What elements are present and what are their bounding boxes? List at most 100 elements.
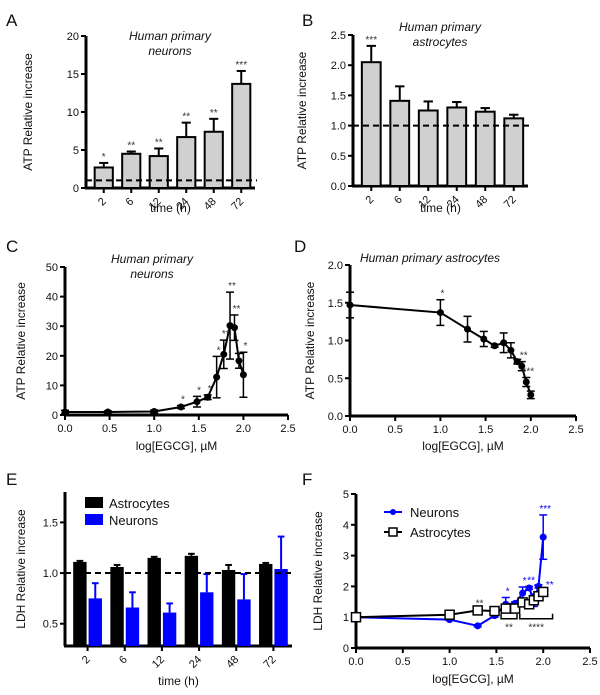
significance-label: *** [235, 60, 247, 71]
panel-letter: D [294, 237, 306, 256]
x-tick-label: 1.5 [191, 423, 206, 435]
x-tick-label: 0.0 [342, 424, 357, 436]
x-tick-label: 72 [261, 654, 278, 671]
y-tick-label: 1.5 [43, 517, 58, 529]
y-tick-label: 0.5 [328, 373, 343, 385]
bar [221, 570, 236, 646]
y-tick-label: 2.5 [331, 30, 346, 42]
data-point [436, 309, 444, 317]
data-point [350, 611, 362, 623]
significance-label: ** [182, 112, 190, 123]
bar [231, 82, 252, 189]
x-tick-label: 0.5 [395, 656, 410, 668]
significance-label: * [243, 341, 247, 352]
x-tick-label: 48 [202, 196, 219, 213]
significance-label: * [217, 345, 221, 356]
bar [503, 117, 525, 187]
y-tick-label: 2 [343, 581, 349, 593]
data-point [525, 584, 533, 592]
data-point [509, 603, 521, 614]
data-point [235, 357, 243, 365]
y-axis-label: LDH Relative increase [311, 511, 325, 631]
data-point [518, 362, 526, 370]
data-point [480, 335, 488, 343]
y-tick-label: 0.5 [331, 151, 346, 163]
significance-label: *** [522, 366, 534, 377]
significance-label: ** [476, 599, 484, 610]
panel-d: D Human primary astrocytes 0.0 0.5 1.0 1.5 2.0… [294, 237, 584, 453]
y-tick-label: 10 [67, 107, 79, 119]
significance-label: *** [365, 35, 377, 46]
bar [148, 155, 169, 190]
y-tick-label: 0 [52, 410, 58, 422]
chart-title: neurons [130, 267, 173, 281]
legend-label: Astrocytes [410, 525, 471, 540]
x-tick-label: 12 [150, 654, 167, 671]
y-tick-label: 2.0 [331, 60, 346, 72]
panel-letter: F [302, 470, 312, 489]
significance-label: * [208, 384, 212, 395]
y-tick-label: 4 [343, 520, 349, 532]
bar [93, 166, 114, 189]
significance-label: ** [155, 137, 163, 148]
bar [360, 61, 382, 187]
x-tick-label: 0.5 [102, 423, 117, 435]
y-axis-label: ATP Relative increase [14, 282, 28, 400]
data-point [444, 609, 455, 620]
bar [274, 569, 288, 646]
bar [446, 106, 468, 187]
significance-label: * [440, 289, 444, 300]
significance-label: ** [233, 304, 241, 315]
chart-title: neurons [148, 44, 191, 58]
y-tick-label: 15 [67, 69, 79, 81]
data-point [213, 373, 221, 381]
data-point [489, 605, 500, 617]
data-point [150, 407, 158, 415]
x-tick-label: 2.5 [280, 423, 295, 435]
x-tick-label: 2 [364, 194, 377, 207]
panel-letter: B [302, 11, 313, 30]
bar [237, 599, 251, 646]
x-tick-label: 1.0 [433, 424, 448, 436]
x-tick-label: 1.0 [442, 656, 457, 668]
x-tick-label: 48 [224, 654, 241, 671]
x-axis-label: log[EGCG], µM [422, 439, 504, 453]
panel-letter: A [6, 11, 18, 30]
y-tick-label: 30 [46, 321, 58, 333]
y-axis-label: ATP Relative increase [303, 281, 317, 399]
data-point [474, 622, 482, 630]
x-tick-label: 2.0 [236, 423, 251, 435]
significance-label: ** [546, 580, 554, 591]
bar [110, 566, 124, 646]
x-tick-label: 24 [187, 654, 204, 671]
legend-label: Neurons [109, 513, 159, 528]
data-point [220, 350, 228, 358]
chart-title: Human primary [111, 252, 194, 266]
significance-label: * [197, 385, 201, 396]
y-tick-label: 3 [343, 551, 349, 563]
y-tick-label: 1.0 [328, 336, 343, 348]
data-point [61, 408, 69, 416]
significance-label: ** [127, 141, 135, 152]
y-tick-label: 0.0 [331, 181, 346, 193]
data-point [491, 342, 499, 350]
x-axis-label: time (h) [420, 201, 461, 215]
data-point [507, 346, 515, 354]
bar [162, 612, 177, 646]
data-point [204, 393, 212, 401]
significance-label: * [506, 586, 510, 597]
bar [474, 110, 496, 187]
bar [121, 152, 142, 190]
y-tick-label: 1.5 [331, 90, 346, 102]
data-point [346, 301, 354, 309]
panel-f: F 0 1 2 3 4 5 LDH Relative increase log[EGCG], µ… [302, 470, 598, 686]
y-tick-label: 1.0 [331, 121, 346, 133]
x-axis-label: log[EGCG], µM [432, 672, 514, 686]
bar [389, 99, 411, 187]
y-tick-label: 1 [343, 612, 349, 624]
x-tick-label: 1.0 [147, 423, 162, 435]
y-tick-label: 0 [73, 183, 79, 195]
y-tick-label: 1.0 [43, 568, 58, 580]
